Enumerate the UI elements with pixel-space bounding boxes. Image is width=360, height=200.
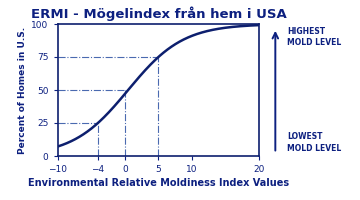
Text: LOWEST
MOLD LEVEL: LOWEST MOLD LEVEL xyxy=(287,132,342,153)
Title: ERMI - Mögelindex från hem i USA: ERMI - Mögelindex från hem i USA xyxy=(31,7,286,21)
Y-axis label: Percent of Homes in U.S.: Percent of Homes in U.S. xyxy=(18,26,27,154)
Text: HIGHEST
MOLD LEVEL: HIGHEST MOLD LEVEL xyxy=(287,27,342,47)
X-axis label: Environmental Relative Moldiness Index Values: Environmental Relative Moldiness Index V… xyxy=(28,178,289,188)
